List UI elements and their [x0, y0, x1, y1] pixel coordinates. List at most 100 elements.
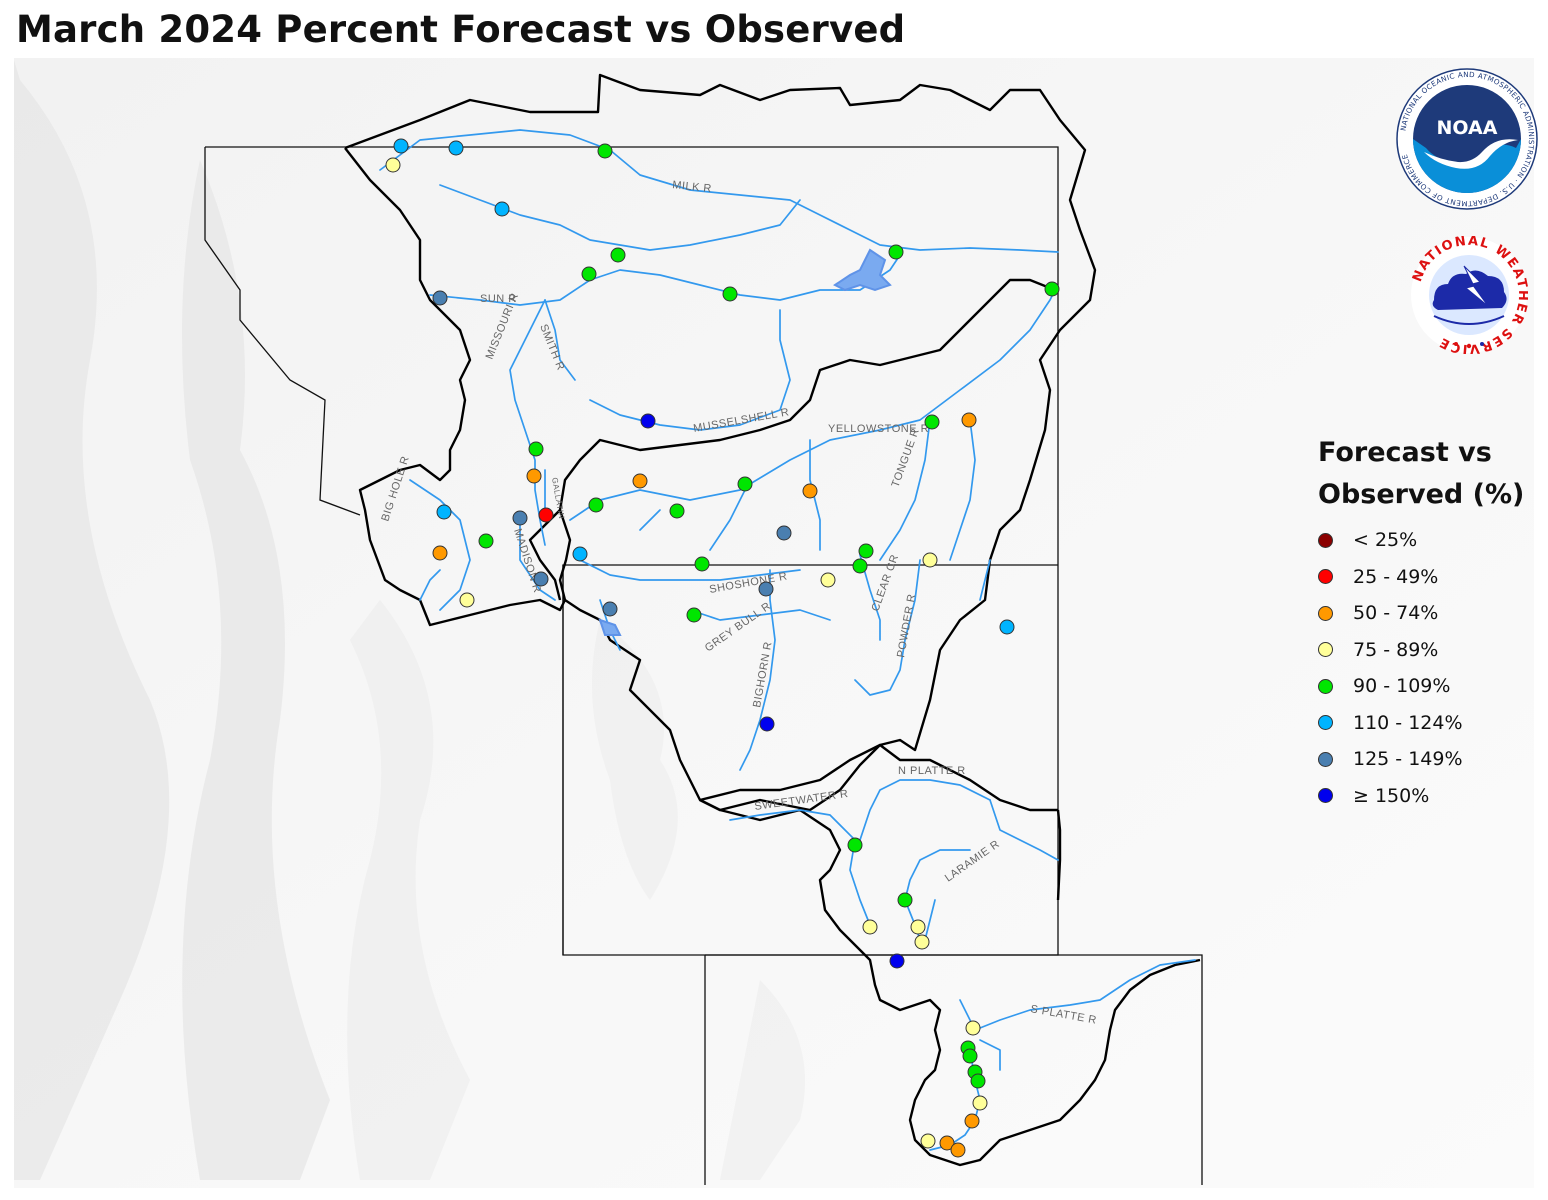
- forecast-point[interactable]: [533, 571, 549, 587]
- yellowstone-river: [569, 289, 1056, 521]
- reservoirs: [598, 248, 892, 636]
- forecast-point[interactable]: [478, 533, 494, 549]
- s-platte-river: [974, 959, 1196, 1031]
- forecast-point[interactable]: [852, 558, 868, 574]
- big-hole-river: [409, 479, 471, 611]
- forecast-point[interactable]: [528, 441, 544, 457]
- clear-creek: [859, 554, 881, 641]
- forecast-point[interactable]: [889, 953, 905, 969]
- forecast-point[interactable]: [448, 140, 464, 156]
- legend-item: 110 - 124%: [1318, 705, 1538, 742]
- forecast-point[interactable]: [597, 143, 613, 159]
- madison-river: [519, 519, 556, 601]
- n-platte-river: [859, 779, 991, 841]
- river-label-milk: MILK R: [672, 179, 713, 195]
- forecast-point[interactable]: [572, 546, 588, 562]
- legend-title-line1: Forecast vs: [1318, 437, 1492, 468]
- forecast-point[interactable]: [512, 510, 528, 526]
- smith-river: [544, 299, 576, 381]
- legend-title-line2: Observed (%): [1318, 479, 1525, 510]
- nws-logo: NATIONAL WEATHER SERVICE: [1410, 236, 1528, 354]
- forecast-point[interactable]: [526, 468, 542, 484]
- legend: Forecast vs Observed (%) < 25% 25 - 49% …: [1318, 432, 1538, 814]
- legend-label: 90 - 109%: [1353, 675, 1451, 698]
- forecast-point[interactable]: [858, 543, 874, 559]
- state-boundaries: [204, 146, 1203, 1185]
- forecast-point[interactable]: [538, 507, 554, 523]
- noaa-logo: NATIONAL OCEANIC AND ATMOSPHERIC ADMINIS…: [1396, 68, 1538, 210]
- forecast-point[interactable]: [776, 525, 792, 541]
- legend-title: Forecast vs Observed (%): [1318, 432, 1538, 516]
- noaa-logo-text: NOAA: [1437, 117, 1498, 139]
- legend-label: 110 - 124%: [1353, 711, 1463, 734]
- legend-swatch: [1318, 678, 1333, 694]
- forecast-point[interactable]: [722, 286, 738, 302]
- forecast-point[interactable]: [820, 572, 836, 588]
- forecast-point[interactable]: [436, 504, 452, 520]
- terrain-shading: [14, 60, 805, 1180]
- forecast-point[interactable]: [888, 244, 904, 260]
- forecast-point[interactable]: [610, 247, 626, 263]
- forecast-point[interactable]: [802, 483, 818, 499]
- forecast-point[interactable]: [910, 919, 926, 935]
- legend-item: 125 - 149%: [1318, 741, 1538, 778]
- forecast-point[interactable]: [758, 581, 774, 597]
- legend-swatch: [1318, 715, 1333, 731]
- legend-label: < 25%: [1353, 529, 1418, 552]
- forecast-point[interactable]: [494, 201, 510, 217]
- forecast-point[interactable]: [897, 892, 913, 908]
- forecast-point[interactable]: [385, 157, 401, 173]
- missouri-river: [509, 299, 546, 546]
- legend-swatch: [1318, 642, 1333, 658]
- forecast-point[interactable]: [961, 412, 977, 428]
- forecast-point[interactable]: [965, 1020, 981, 1036]
- tongue-river: [879, 419, 931, 561]
- milk-river: [379, 129, 1059, 253]
- forecast-point[interactable]: [914, 934, 930, 950]
- legend-swatch: [1318, 751, 1333, 767]
- forecast-point[interactable]: [588, 497, 604, 513]
- legend-label: 125 - 149%: [1353, 748, 1463, 771]
- basin-outlines: [344, 73, 1201, 1167]
- forecast-point[interactable]: [581, 266, 597, 282]
- forecast-point[interactable]: [999, 619, 1015, 635]
- forecast-point[interactable]: [924, 414, 940, 430]
- river-label-n-platte: N PLATTE R: [898, 765, 966, 777]
- legend-item: < 25%: [1318, 522, 1538, 559]
- forecast-point[interactable]: [432, 545, 448, 561]
- forecast-point[interactable]: [686, 607, 702, 623]
- forecast-point[interactable]: [964, 1113, 980, 1129]
- map-title: March 2024 Percent Forecast vs Observed: [16, 8, 906, 51]
- bighorn-river: [739, 569, 776, 771]
- legend-swatch: [1318, 788, 1333, 804]
- forecast-point[interactable]: [862, 919, 878, 935]
- forecast-point[interactable]: [459, 592, 475, 608]
- powder-river: [854, 559, 921, 696]
- forecast-point[interactable]: [970, 1073, 986, 1089]
- legend-item: ≥ 150%: [1318, 778, 1538, 815]
- star-icon: [1480, 342, 1484, 346]
- legend-label: 75 - 89%: [1353, 638, 1439, 661]
- forecast-point[interactable]: [759, 716, 775, 732]
- forecast-point[interactable]: [669, 503, 685, 519]
- forecast-point[interactable]: [920, 1133, 936, 1149]
- forecast-point[interactable]: [950, 1142, 966, 1158]
- forecast-point[interactable]: [939, 1135, 955, 1151]
- forecast-point[interactable]: [694, 556, 710, 572]
- forecast-point[interactable]: [1044, 281, 1060, 297]
- forecast-point[interactable]: [393, 138, 409, 154]
- forecast-point[interactable]: [602, 601, 618, 617]
- legend-swatch: [1318, 569, 1333, 585]
- legend-label: ≥ 150%: [1353, 784, 1430, 807]
- legend-swatch: [1318, 605, 1333, 621]
- forecast-point[interactable]: [972, 1095, 988, 1111]
- forecast-point[interactable]: [640, 413, 656, 429]
- legend-item: 25 - 49%: [1318, 559, 1538, 596]
- forecast-point[interactable]: [737, 476, 753, 492]
- forecast-point[interactable]: [432, 290, 448, 306]
- forecast-point[interactable]: [847, 837, 863, 853]
- forecast-point[interactable]: [922, 552, 938, 568]
- forecast-point[interactable]: [962, 1048, 978, 1064]
- sweetwater-river: [729, 809, 856, 841]
- forecast-point[interactable]: [632, 473, 648, 489]
